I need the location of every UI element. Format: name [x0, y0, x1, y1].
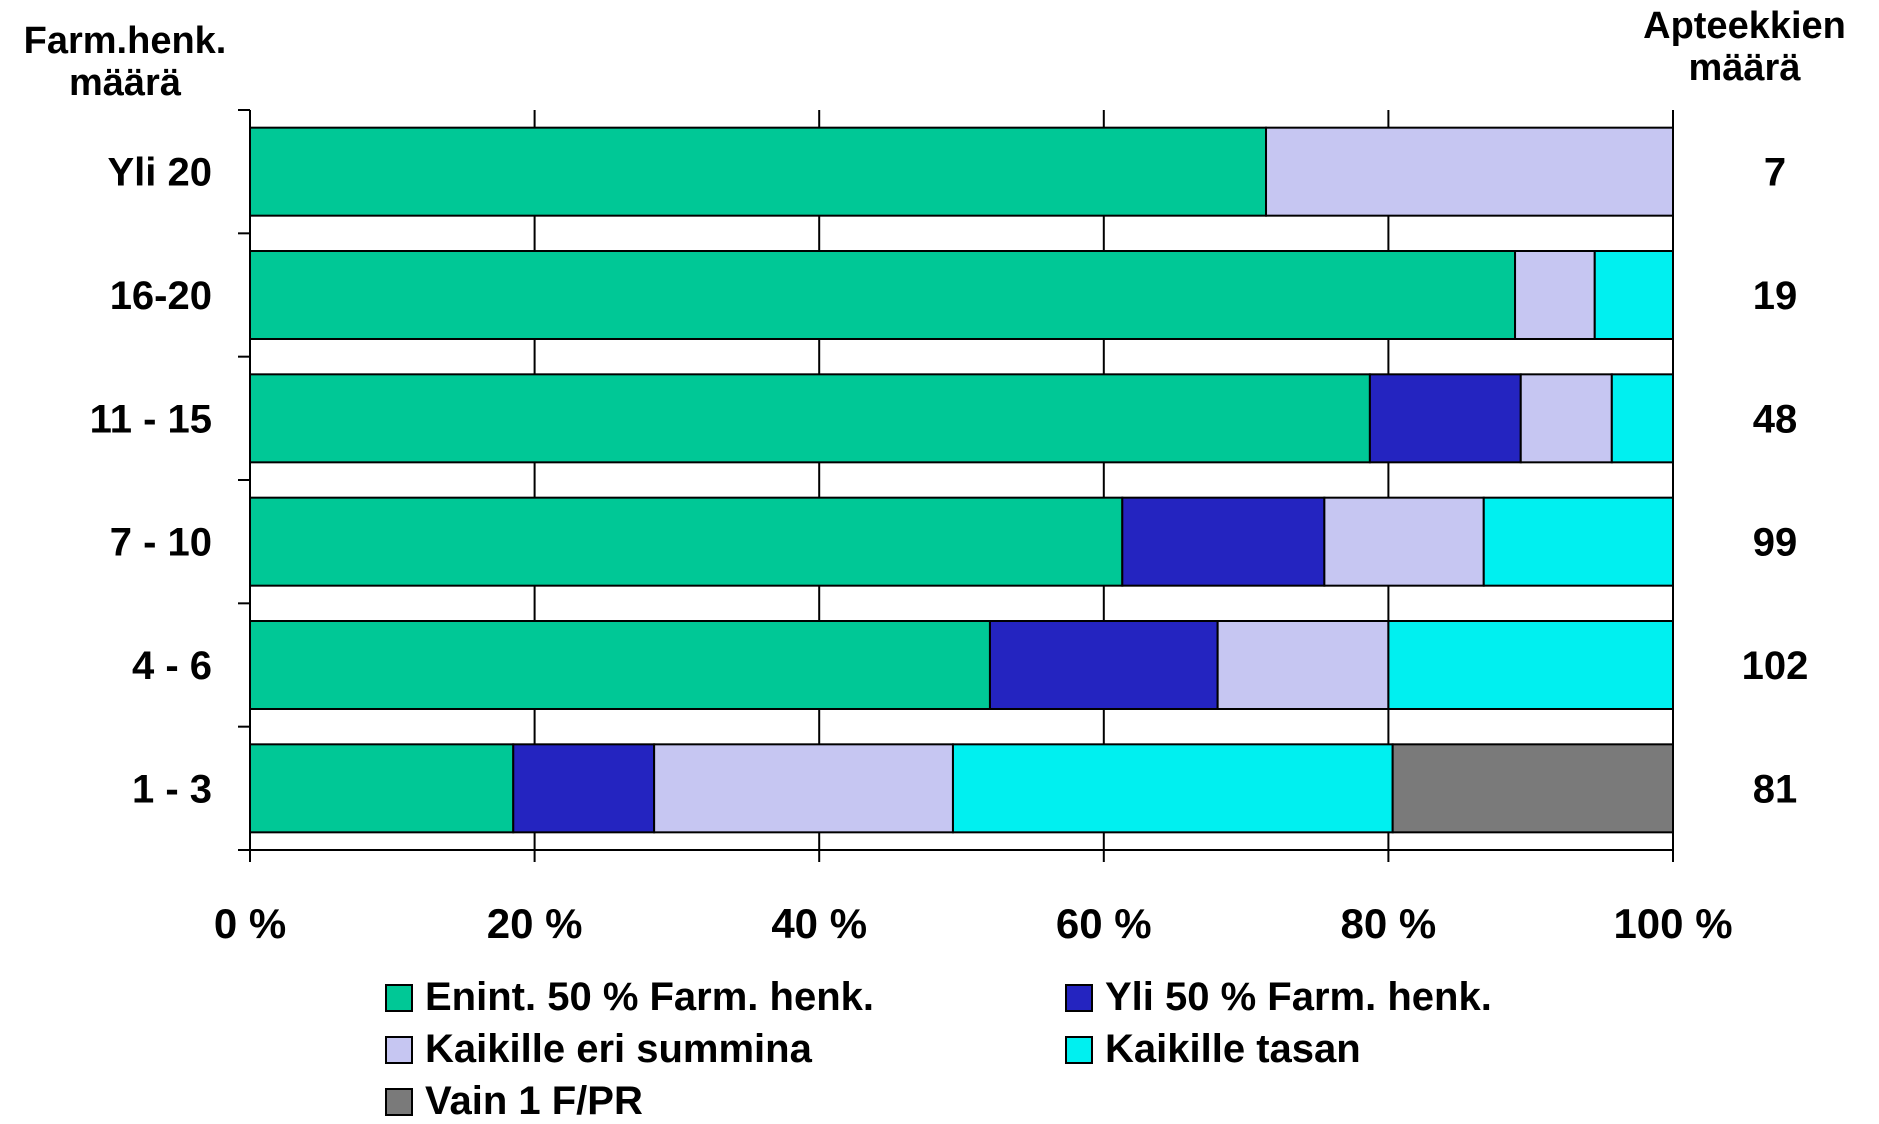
x-tick-label: 20 % — [487, 900, 583, 947]
category-label: 4 - 6 — [132, 644, 212, 688]
bar-segment — [1391, 743, 1674, 834]
bar-segment — [249, 373, 1371, 464]
legend-swatch — [385, 1087, 413, 1116]
x-tick-label: 40 % — [771, 900, 867, 947]
bar-segment — [249, 743, 515, 834]
right-header-line-2: määrä — [1688, 47, 1801, 89]
bar-segment — [1514, 250, 1596, 340]
x-tick-label: 60 % — [1056, 900, 1152, 947]
right-header-line-1: Apteekkien — [1643, 5, 1846, 47]
category-label: 11 - 15 — [90, 397, 212, 441]
category-label: 16-20 — [110, 274, 212, 318]
legend-label: Enint. 50 % Farm. henk. — [425, 975, 875, 1019]
category-label: 1 - 3 — [132, 767, 212, 811]
legend-swatch — [1065, 1035, 1093, 1064]
count-label: 81 — [1753, 767, 1798, 811]
count-label: 19 — [1753, 274, 1798, 318]
left-axis-header: Farm.henk. määrä — [0, 20, 250, 104]
bar-segment — [249, 250, 1517, 340]
bar-segment — [1323, 496, 1485, 587]
bar-segment — [1610, 373, 1675, 464]
category-label: 7 - 10 — [110, 521, 212, 565]
legend-item: Kaikille eri summina — [385, 1027, 812, 1072]
bar-segment — [512, 743, 656, 834]
bar-segment — [249, 126, 1268, 217]
count-label: 99 — [1753, 521, 1798, 565]
legend-item: Enint. 50 % Farm. henk. — [385, 975, 874, 1020]
bar-segment — [653, 743, 954, 834]
bar-segment — [1482, 496, 1674, 587]
x-tick-label: 100 % — [1613, 900, 1732, 947]
count-label: 7 — [1764, 151, 1786, 195]
legend-swatch — [385, 1035, 413, 1064]
bar-segment — [951, 743, 1394, 834]
bar-segment — [249, 496, 1124, 587]
bar-segment — [1121, 496, 1326, 587]
legend-label: Kaikille eri summina — [425, 1027, 812, 1071]
bar-segment — [1593, 250, 1674, 340]
legend-label: Kaikille tasan — [1105, 1027, 1361, 1071]
bar-segment — [1216, 620, 1390, 710]
legend-item: Kaikille tasan — [1065, 1027, 1361, 1072]
legend-label: Vain 1 F/PR — [425, 1079, 643, 1123]
x-tick-label: 80 % — [1341, 900, 1437, 947]
count-label: 102 — [1742, 644, 1809, 688]
left-header-line-1: Farm.henk. — [23, 20, 227, 62]
legend-label: Yli 50 % Farm. henk. — [1105, 975, 1492, 1019]
category-label: Yli 20 — [107, 151, 212, 195]
bar-segment — [1368, 373, 1522, 464]
bar-segment — [1387, 620, 1675, 710]
bar-segment — [1519, 373, 1613, 464]
legend-swatch — [385, 983, 413, 1012]
left-header-line-2: määrä — [69, 62, 181, 104]
bar-segment — [988, 620, 1219, 710]
legend-item: Vain 1 F/PR — [385, 1079, 643, 1124]
x-tick-label: 0 % — [214, 900, 286, 947]
bar-segment — [1265, 126, 1674, 217]
count-label: 48 — [1753, 397, 1798, 441]
bar-segment — [249, 620, 991, 710]
legend-swatch — [1065, 983, 1093, 1012]
right-axis-header: Apteekkien määrä — [1610, 5, 1879, 89]
legend-item: Yli 50 % Farm. henk. — [1065, 975, 1492, 1020]
